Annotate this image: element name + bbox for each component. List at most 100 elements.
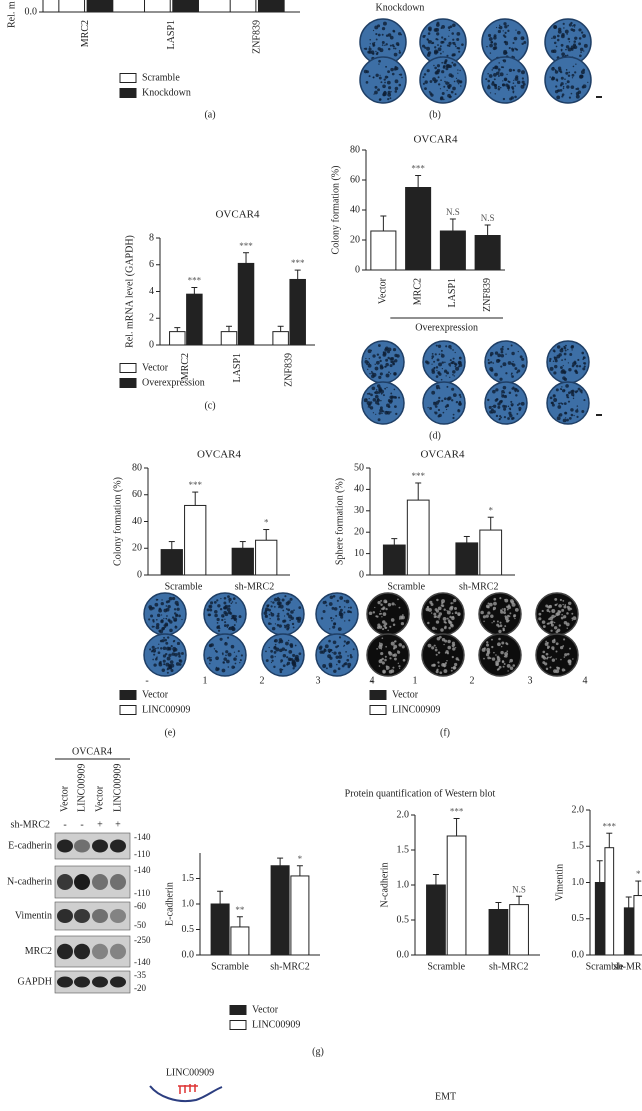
colony — [215, 650, 218, 653]
colony — [166, 615, 168, 617]
colony — [436, 358, 440, 362]
colony — [375, 38, 378, 41]
colony — [401, 645, 405, 649]
colony — [433, 612, 437, 616]
colony — [343, 611, 346, 614]
y-tick-label: 20 — [350, 234, 360, 245]
colony — [452, 370, 456, 374]
colony — [376, 51, 379, 54]
colony — [273, 665, 276, 669]
colony — [443, 608, 446, 611]
legend-label: Scramble — [142, 72, 180, 83]
colony — [163, 663, 166, 666]
image-number: - — [145, 675, 148, 686]
colony — [545, 667, 549, 671]
colony — [375, 389, 378, 391]
y-axis-label: Colony formation (%) — [112, 477, 123, 566]
colony — [435, 366, 439, 369]
colony — [175, 614, 179, 618]
colony — [239, 659, 242, 662]
colony — [380, 608, 383, 610]
colony — [572, 28, 576, 32]
colony — [454, 662, 458, 667]
blot-band — [74, 909, 90, 923]
colony — [542, 650, 546, 654]
colony — [514, 77, 519, 81]
colony — [335, 614, 338, 617]
colony — [563, 605, 567, 609]
colony — [566, 627, 569, 629]
colony — [393, 52, 398, 57]
colony — [437, 83, 441, 86]
x-tick-label: ZNF839 — [283, 353, 294, 387]
colony — [500, 416, 503, 419]
colony — [370, 50, 375, 55]
colony — [452, 374, 454, 376]
colony — [447, 396, 452, 401]
colony — [511, 362, 514, 366]
colony — [493, 42, 497, 46]
colony — [482, 615, 486, 619]
colony — [454, 611, 458, 614]
colony — [224, 641, 227, 644]
colony — [349, 610, 352, 614]
colony — [566, 396, 569, 399]
bar — [488, 909, 509, 956]
colony — [502, 362, 507, 367]
colony — [512, 90, 515, 93]
panel-label: (a) — [204, 109, 215, 120]
y-tick-label: 20 — [132, 543, 142, 554]
colony — [503, 394, 508, 399]
colony — [394, 90, 398, 93]
colony — [282, 619, 286, 623]
colony — [235, 655, 238, 658]
colony — [507, 347, 510, 351]
colony — [271, 659, 274, 662]
colony — [294, 644, 297, 647]
colony — [457, 409, 460, 411]
significance: *** — [603, 821, 617, 831]
colony — [398, 667, 401, 670]
colony — [332, 640, 337, 645]
colony — [221, 618, 224, 622]
y-tick-label: 0.5 — [572, 913, 585, 924]
colony — [513, 614, 517, 618]
colony — [382, 612, 387, 616]
colony — [509, 658, 513, 663]
colony — [265, 659, 269, 663]
colony — [489, 92, 492, 94]
colony — [514, 85, 516, 87]
colony — [486, 641, 489, 644]
colony — [444, 361, 446, 364]
colony — [454, 351, 456, 354]
colony — [549, 357, 552, 361]
colony — [454, 93, 457, 96]
colony — [507, 620, 509, 622]
colony — [426, 69, 430, 73]
colony — [325, 604, 328, 607]
colony — [338, 651, 342, 655]
colony — [330, 616, 333, 620]
colony — [397, 650, 399, 652]
x-tick-label: LASP1 — [447, 278, 458, 307]
dish — [366, 633, 410, 677]
colony — [329, 595, 334, 600]
colony — [493, 72, 497, 77]
colony — [566, 652, 570, 656]
colony — [517, 369, 521, 373]
colony — [498, 637, 501, 641]
blot-band — [92, 943, 108, 960]
colony — [227, 666, 230, 668]
colony — [433, 663, 436, 667]
colony — [441, 25, 445, 29]
colony — [387, 33, 392, 37]
colony — [556, 95, 561, 100]
bar — [439, 230, 466, 271]
legend-label: Overexpression — [142, 377, 205, 388]
colony — [513, 387, 517, 391]
colony — [553, 626, 558, 630]
colony — [557, 405, 562, 409]
colony — [571, 612, 574, 615]
colony — [453, 375, 455, 377]
colony — [455, 657, 459, 661]
